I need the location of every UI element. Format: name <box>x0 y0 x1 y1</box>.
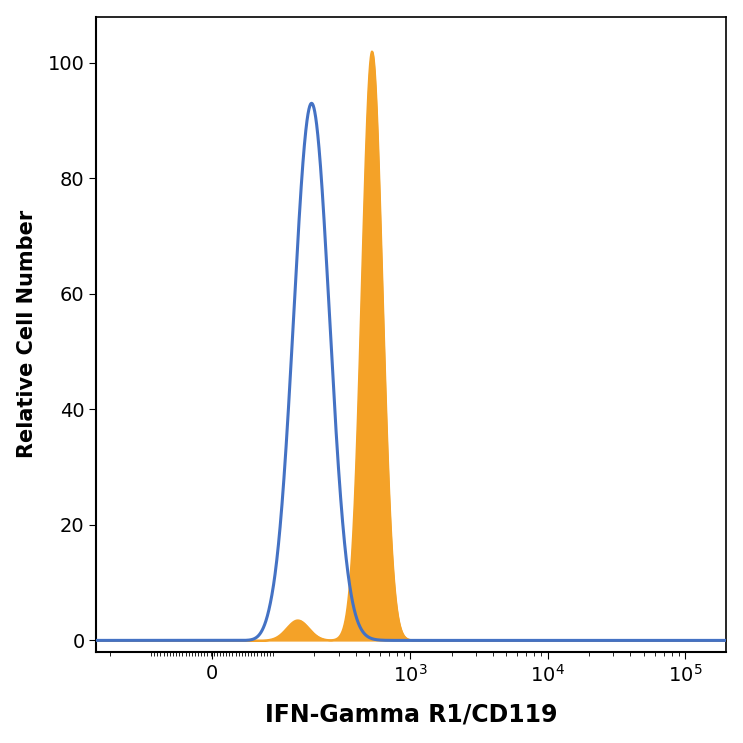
Y-axis label: Relative Cell Number: Relative Cell Number <box>16 210 36 458</box>
X-axis label: IFN-Gamma R1/CD119: IFN-Gamma R1/CD119 <box>265 702 558 727</box>
